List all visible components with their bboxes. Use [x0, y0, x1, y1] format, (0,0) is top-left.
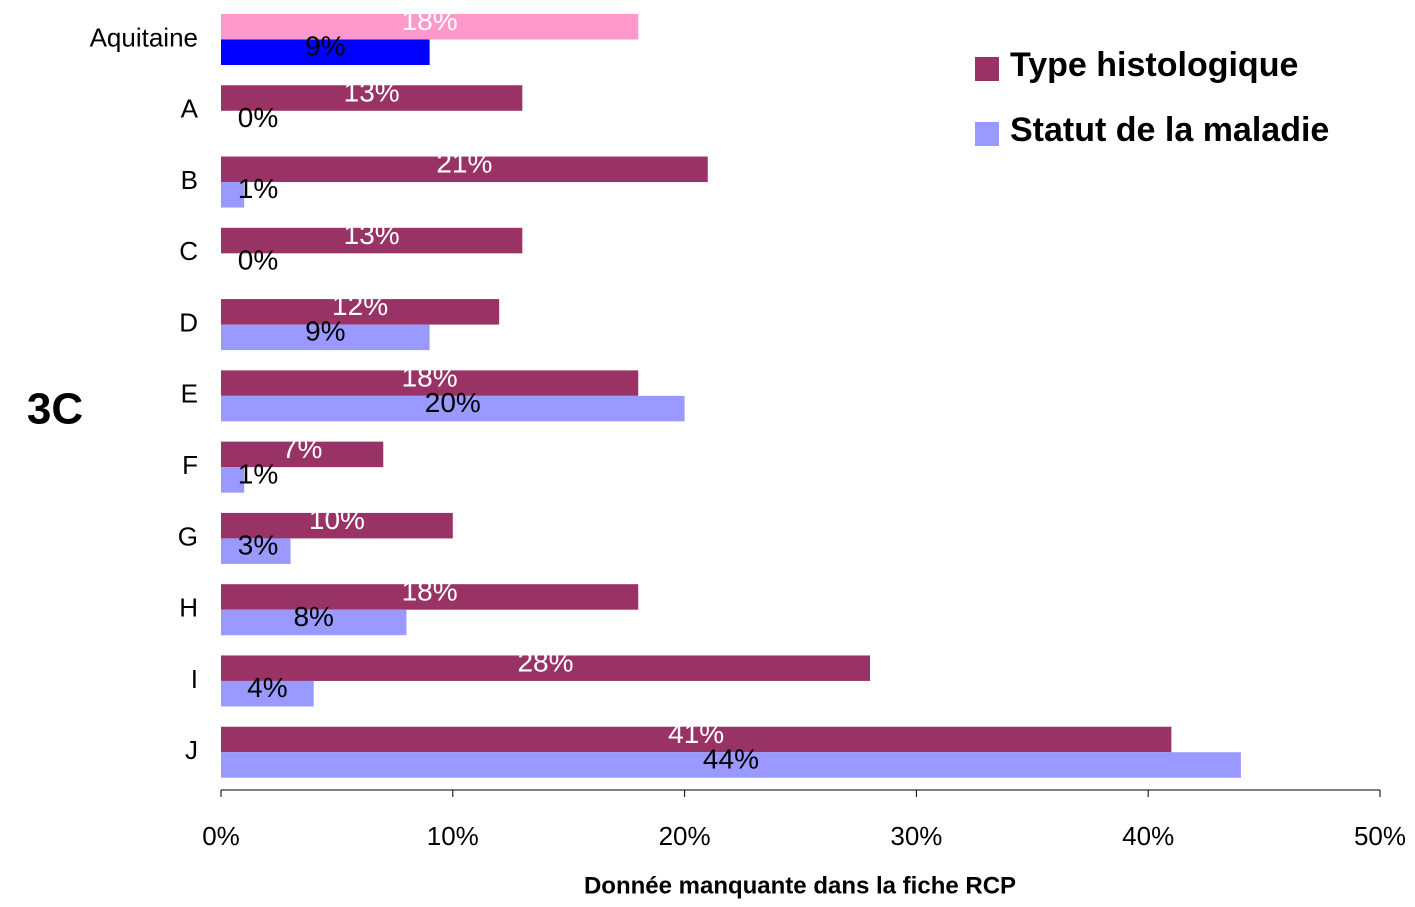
bar: [221, 441, 384, 468]
data-label: 10%: [309, 504, 365, 535]
x-tick-label: 50%: [1354, 821, 1406, 851]
data-label: 20%: [425, 387, 481, 418]
x-tick-label: 20%: [659, 821, 711, 851]
x-axis-label: Donnée manquante dans la fiche RCP: [584, 872, 1016, 899]
data-label: 12%: [332, 290, 388, 321]
x-tick-label: 40%: [1122, 821, 1174, 851]
data-label: 0%: [238, 102, 278, 133]
data-label: 7%: [282, 433, 322, 464]
bar: [221, 680, 314, 707]
y-tick-label: A: [181, 94, 199, 124]
y-tick-label: Aquitaine: [90, 22, 198, 52]
bar: [221, 227, 523, 254]
x-tick-label: 0%: [202, 821, 240, 851]
data-label: 44%: [703, 743, 759, 774]
bar: [221, 14, 639, 40]
legend-label: Type histologique: [1010, 46, 1298, 84]
data-label: 18%: [402, 5, 458, 36]
data-label: 9%: [305, 31, 345, 62]
legend-swatch: [975, 122, 999, 146]
data-label: 1%: [238, 173, 278, 204]
data-label: 1%: [238, 458, 278, 489]
bar: [221, 395, 685, 422]
data-label: 0%: [238, 244, 278, 275]
data-label: 4%: [247, 672, 287, 703]
y-tick-label: E: [181, 379, 198, 409]
bar: [221, 726, 1172, 753]
bar: [221, 655, 871, 681]
data-label: 18%: [402, 362, 458, 393]
bar: [221, 182, 245, 208]
data-label: 41%: [668, 718, 724, 749]
y-tick-label: G: [178, 521, 198, 551]
data-label: 13%: [344, 76, 400, 107]
data-label: 8%: [293, 601, 333, 632]
data-label: 21%: [436, 148, 492, 179]
bar: [221, 39, 430, 65]
bar: [221, 467, 245, 493]
y-tick-label: B: [181, 165, 198, 195]
y-tick-label: D: [179, 307, 198, 337]
annotation: 3C: [27, 385, 83, 434]
bar: [221, 156, 708, 183]
bar: [221, 752, 1241, 778]
bar: [221, 324, 430, 351]
legend-label: Statut de la maladie: [1010, 111, 1329, 149]
y-tick-label: H: [179, 593, 198, 623]
data-label: 13%: [344, 219, 400, 250]
legend-swatch: [975, 57, 999, 81]
y-tick-label: I: [191, 664, 198, 694]
y-tick-label: C: [179, 236, 198, 266]
bar: [221, 85, 523, 111]
x-tick-label: 10%: [427, 821, 479, 851]
bar: [221, 512, 453, 539]
bar: [221, 299, 500, 325]
bar: [221, 584, 639, 610]
y-tick-label: F: [182, 450, 198, 480]
data-label: 3%: [238, 530, 278, 561]
y-tick-label: J: [185, 735, 198, 765]
bar: [221, 538, 291, 564]
data-label: 18%: [402, 575, 458, 606]
bar: [221, 609, 407, 636]
bar: [221, 370, 639, 396]
data-label: 9%: [305, 316, 345, 347]
x-tick-label: 30%: [890, 821, 942, 851]
data-label: 28%: [517, 647, 573, 678]
